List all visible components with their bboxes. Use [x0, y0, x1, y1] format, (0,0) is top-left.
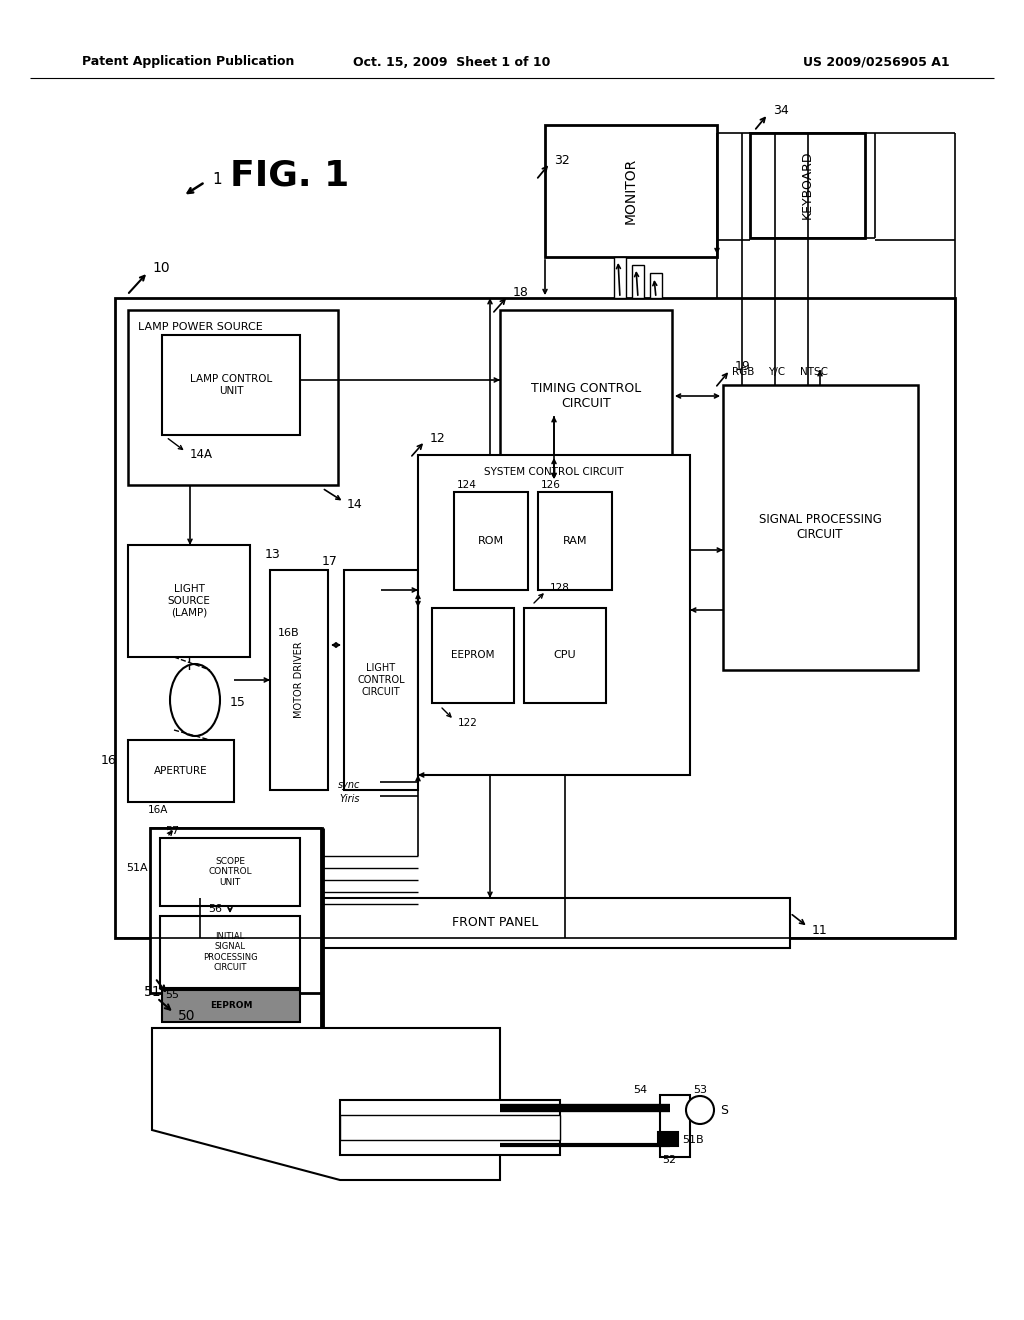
Bar: [500, 310, 672, 482]
Text: TIMING CONTROL
CIRCUIT: TIMING CONTROL CIRCUIT: [530, 381, 641, 411]
Bar: [115, 298, 955, 939]
Text: EEPROM: EEPROM: [210, 1002, 252, 1011]
Text: 19: 19: [735, 360, 751, 374]
Text: 57: 57: [165, 826, 179, 836]
Text: 13: 13: [265, 548, 281, 561]
Text: Oct. 15, 2009  Sheet 1 of 10: Oct. 15, 2009 Sheet 1 of 10: [353, 55, 551, 69]
Bar: [723, 385, 918, 671]
Bar: [524, 609, 606, 704]
Bar: [614, 257, 626, 298]
Text: 122: 122: [458, 718, 478, 729]
Text: MONITOR: MONITOR: [624, 158, 638, 224]
Text: 55: 55: [165, 990, 179, 1001]
Text: 128: 128: [550, 583, 570, 593]
Text: sync: sync: [338, 780, 360, 789]
Text: 16B: 16B: [278, 628, 300, 638]
Text: 15: 15: [230, 697, 246, 710]
Bar: [545, 125, 717, 257]
Text: Patent Application Publication: Patent Application Publication: [82, 55, 294, 69]
Polygon shape: [152, 1028, 500, 1180]
Bar: [150, 828, 322, 993]
Text: SIGNAL PROCESSING
CIRCUIT: SIGNAL PROCESSING CIRCUIT: [759, 513, 882, 541]
Bar: [632, 265, 644, 298]
Text: KEYBOARD: KEYBOARD: [801, 150, 813, 219]
Text: NTSC: NTSC: [800, 367, 828, 378]
Text: 124: 124: [457, 480, 477, 490]
Text: SYSTEM CONTROL CIRCUIT: SYSTEM CONTROL CIRCUIT: [484, 467, 624, 477]
Circle shape: [686, 1096, 714, 1125]
Text: APERTURE: APERTURE: [155, 766, 208, 776]
Text: S: S: [720, 1104, 728, 1117]
Text: 54: 54: [633, 1085, 647, 1096]
Text: 1: 1: [212, 172, 221, 186]
Text: 126: 126: [541, 480, 561, 490]
Text: 11: 11: [812, 924, 827, 936]
Text: 50: 50: [178, 1008, 196, 1023]
Text: LIGHT
SOURCE
(LAMP): LIGHT SOURCE (LAMP): [168, 585, 211, 618]
Text: Y/C: Y/C: [768, 367, 785, 378]
Text: 16A: 16A: [148, 805, 168, 814]
Text: LAMP POWER SOURCE: LAMP POWER SOURCE: [138, 322, 263, 333]
Text: 18: 18: [513, 286, 528, 300]
Text: US 2009/0256905 A1: US 2009/0256905 A1: [804, 55, 950, 69]
Bar: [660, 1096, 690, 1158]
Text: Yiris: Yiris: [340, 795, 360, 804]
Text: 51B: 51B: [682, 1135, 703, 1144]
Bar: [160, 838, 300, 906]
Bar: [538, 492, 612, 590]
Text: FIG. 1: FIG. 1: [230, 158, 349, 191]
Bar: [418, 455, 690, 775]
Bar: [344, 570, 418, 789]
Bar: [432, 609, 514, 704]
Text: RAM: RAM: [563, 536, 587, 546]
Bar: [162, 335, 300, 436]
Bar: [650, 273, 662, 298]
Bar: [128, 310, 338, 484]
Bar: [750, 133, 865, 238]
Bar: [128, 741, 234, 803]
Ellipse shape: [170, 664, 220, 737]
Bar: [454, 492, 528, 590]
Bar: [200, 898, 790, 948]
Text: 34: 34: [773, 104, 788, 117]
Text: LAMP CONTROL
UNIT: LAMP CONTROL UNIT: [189, 374, 272, 396]
Text: 12: 12: [430, 432, 445, 445]
Text: 32: 32: [554, 153, 569, 166]
Text: FRONT PANEL: FRONT PANEL: [452, 916, 539, 929]
Text: 17: 17: [323, 554, 338, 568]
Text: SCOPE
CONTROL
UNIT: SCOPE CONTROL UNIT: [208, 857, 252, 887]
Text: ROM: ROM: [478, 536, 504, 546]
Bar: [340, 1115, 560, 1140]
Bar: [340, 1100, 560, 1155]
Bar: [270, 570, 328, 789]
Text: MOTOR DRIVER: MOTOR DRIVER: [294, 642, 304, 718]
Text: 51: 51: [144, 985, 162, 999]
Bar: [162, 990, 300, 1022]
Text: RGB: RGB: [732, 367, 755, 378]
Bar: [160, 916, 300, 987]
Bar: [658, 1133, 678, 1146]
Text: 16: 16: [100, 754, 116, 767]
Text: INITIAL
SIGNAL
PROCESSING
CIRCUIT: INITIAL SIGNAL PROCESSING CIRCUIT: [203, 932, 257, 972]
Text: EEPROM: EEPROM: [452, 649, 495, 660]
Text: LIGHT
CONTROL
CIRCUIT: LIGHT CONTROL CIRCUIT: [357, 664, 404, 697]
Bar: [128, 545, 250, 657]
Text: 51A: 51A: [126, 863, 148, 873]
Text: CPU: CPU: [554, 649, 577, 660]
Text: 14A: 14A: [190, 449, 213, 462]
Text: 52: 52: [662, 1155, 676, 1166]
Text: 56: 56: [208, 904, 222, 913]
Text: 14: 14: [347, 499, 362, 511]
Text: 10: 10: [152, 261, 170, 275]
Text: 53: 53: [693, 1085, 707, 1096]
